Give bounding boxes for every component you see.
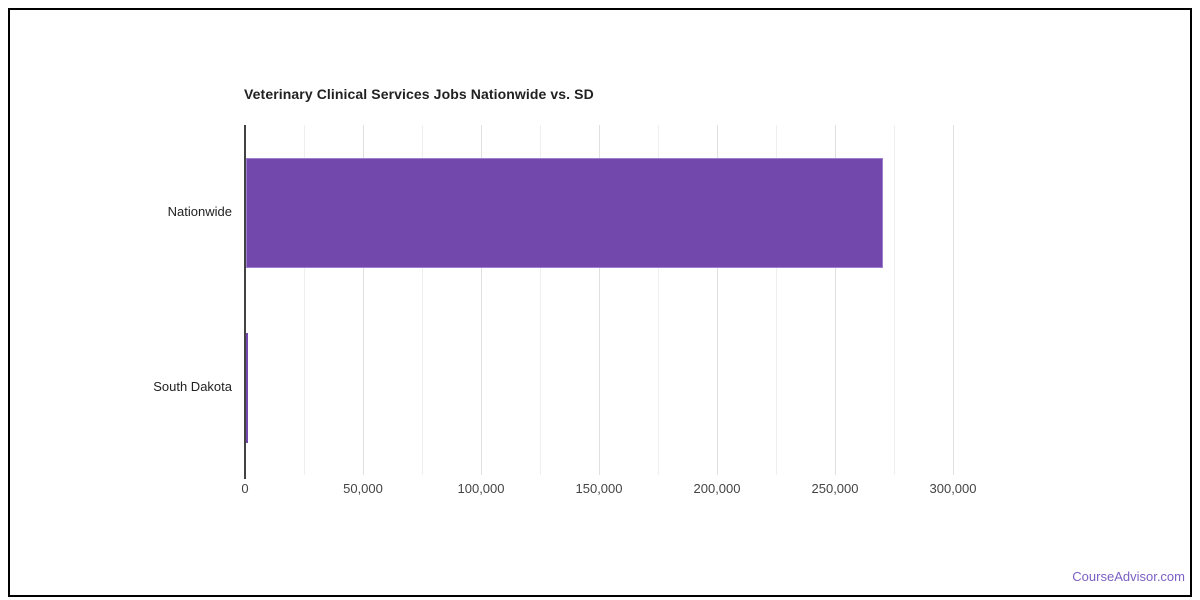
minor-gridline-75000 [422, 125, 423, 475]
x-tick-label-300-000: 300,000 [929, 481, 977, 496]
major-gridline-300000 [953, 125, 954, 475]
major-gridline-150000 [599, 125, 600, 475]
minor-gridline-175000 [658, 125, 659, 475]
minor-gridline-275000 [894, 125, 895, 475]
major-gridline-50000 [363, 125, 364, 475]
major-gridline-100000 [481, 125, 482, 475]
minor-gridline-125000 [540, 125, 541, 475]
category-label-nationwide: Nationwide [167, 203, 232, 219]
frame-border [8, 8, 1192, 597]
major-gridline-200000 [717, 125, 718, 475]
minor-gridline-25000 [304, 125, 305, 475]
bar-south-dakota[interactable] [246, 332, 249, 443]
x-tick-label-100-000: 100,000 [457, 481, 505, 496]
major-gridline-250000 [835, 125, 836, 475]
y-axis-line [244, 125, 246, 479]
x-tick-label-250-000: 250,000 [811, 481, 859, 496]
x-tick-label-0: 0 [241, 481, 249, 496]
bar-nationwide[interactable] [246, 157, 884, 268]
x-tick-label-150-000: 150,000 [575, 481, 623, 496]
category-label-south-dakota: South Dakota [153, 378, 232, 394]
brand-link[interactable]: CourseAdvisor.com [1072, 569, 1185, 584]
x-tick-label-200-000: 200,000 [693, 481, 741, 496]
minor-gridline-225000 [776, 125, 777, 475]
chart-title: Veterinary Clinical Services Jobs Nation… [244, 86, 594, 102]
x-tick-label-50-000: 50,000 [343, 481, 383, 496]
